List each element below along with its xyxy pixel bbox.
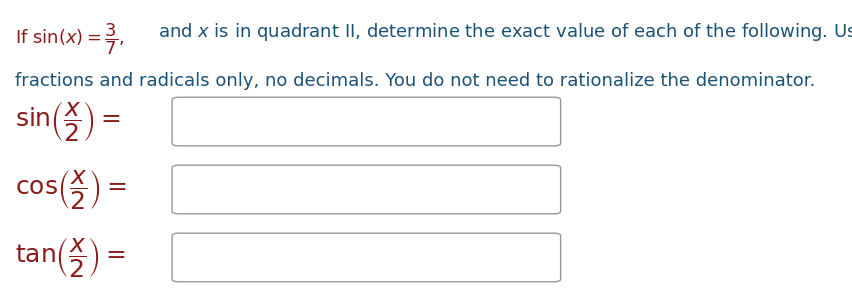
Text: If $\sin(x) = \dfrac{3}{7}$,: If $\sin(x) = \dfrac{3}{7}$, — [15, 21, 125, 57]
Text: $\tan\!\left(\dfrac{x}{2}\right) =$: $\tan\!\left(\dfrac{x}{2}\right) =$ — [15, 236, 126, 280]
Text: $\sin\!\left(\dfrac{x}{2}\right) =$: $\sin\!\left(\dfrac{x}{2}\right) =$ — [15, 100, 121, 144]
Text: fractions and radicals only, no decimals. You do not need to rationalize the den: fractions and radicals only, no decimals… — [15, 72, 815, 91]
Text: and $x$ is in quadrant II, determine the exact value of each of the following. U: and $x$ is in quadrant II, determine the… — [158, 21, 852, 43]
Text: $\cos\!\left(\dfrac{x}{2}\right) =$: $\cos\!\left(\dfrac{x}{2}\right) =$ — [15, 168, 127, 212]
